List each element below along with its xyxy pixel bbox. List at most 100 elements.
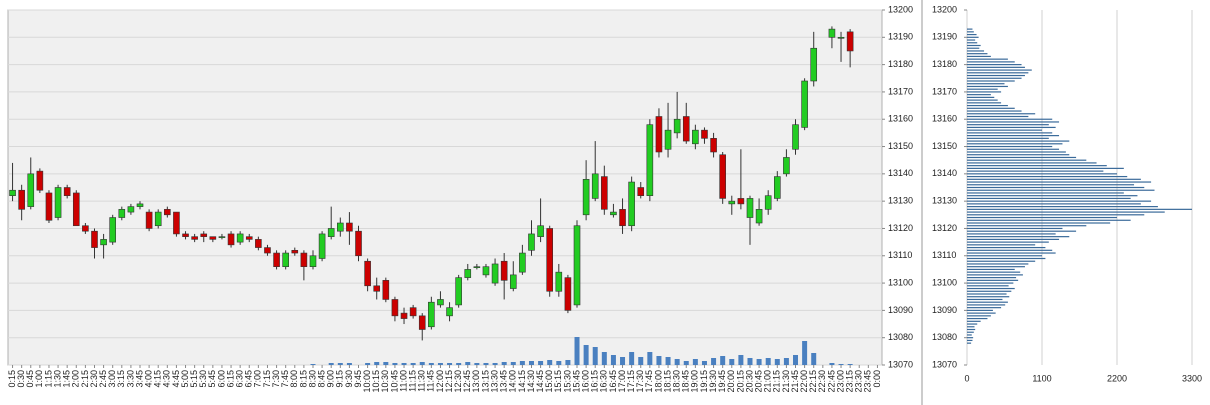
candle-body bbox=[774, 176, 781, 199]
x-tick-label: 18:00 bbox=[653, 370, 663, 393]
volume-bar bbox=[538, 361, 544, 365]
profile-bar bbox=[967, 257, 1046, 260]
volume-bar bbox=[310, 364, 316, 365]
profile-bar bbox=[967, 206, 1158, 208]
candle-body bbox=[537, 225, 544, 237]
x-tick-label: 23:15 bbox=[845, 370, 855, 393]
y-tick-label: 13200 bbox=[932, 4, 957, 14]
candle-body bbox=[437, 299, 444, 306]
volume-bar bbox=[519, 361, 525, 365]
x-tick-label: 19:30 bbox=[708, 370, 718, 393]
profile-bar bbox=[967, 342, 972, 344]
profile-bar bbox=[967, 181, 1152, 183]
profile-bar bbox=[967, 317, 988, 320]
x-tick-label: 16:30 bbox=[599, 370, 609, 393]
candle-body bbox=[491, 263, 499, 284]
y-tick-label: 13180 bbox=[932, 59, 957, 69]
x-tick-label: 22:00 bbox=[799, 370, 809, 393]
profile-bar bbox=[967, 113, 1036, 115]
y-tick-label: 13190 bbox=[932, 32, 957, 42]
x-tick-label: 22:45 bbox=[826, 370, 836, 393]
candle-body bbox=[218, 236, 226, 238]
x-tick-label: 14:45 bbox=[535, 370, 545, 393]
volume-bar bbox=[374, 362, 380, 365]
volume-bar bbox=[528, 361, 534, 365]
profile-bar bbox=[967, 290, 1012, 292]
candle-body bbox=[382, 280, 390, 300]
profile-bar bbox=[967, 249, 1053, 251]
profile-bar bbox=[967, 246, 1046, 249]
x-tick-label: 5:15 bbox=[189, 370, 199, 388]
profile-bar bbox=[967, 238, 1060, 240]
profile-bar bbox=[967, 334, 972, 336]
x-tick-label: 6:30 bbox=[235, 370, 245, 388]
profile-bar bbox=[967, 140, 1070, 142]
profile-bar bbox=[967, 53, 988, 55]
y-tick-label: 13090 bbox=[888, 305, 913, 315]
candle-body bbox=[63, 187, 71, 196]
profile-bar bbox=[967, 64, 1022, 66]
profile-bar bbox=[967, 331, 974, 333]
x-tick-label: 9:30 bbox=[344, 370, 354, 388]
candle-body bbox=[628, 181, 635, 227]
x-tick-label: 2200 bbox=[1107, 373, 1127, 383]
volume-bar bbox=[328, 363, 334, 365]
candle-body bbox=[273, 252, 280, 267]
x-tick-label: 20:45 bbox=[753, 370, 763, 393]
candle-body bbox=[637, 187, 645, 196]
volume-bar bbox=[510, 362, 516, 365]
x-tick-label: 14:15 bbox=[517, 370, 527, 393]
candle-body bbox=[573, 225, 581, 306]
volume-bar bbox=[747, 358, 753, 365]
x-tick-label: 3:45 bbox=[134, 370, 144, 388]
x-tick-label: 15:45 bbox=[571, 370, 581, 393]
y-tick-label: 13160 bbox=[888, 114, 913, 124]
volume-bar bbox=[474, 363, 480, 365]
candle-body bbox=[318, 233, 326, 259]
candle-body bbox=[719, 154, 726, 199]
profile-bar bbox=[967, 200, 1152, 202]
y-tick-label: 13080 bbox=[932, 332, 957, 342]
candle-body bbox=[764, 195, 772, 210]
x-tick-label: 16:00 bbox=[580, 370, 590, 393]
volume-bar bbox=[447, 363, 453, 365]
volume-bar bbox=[419, 362, 425, 365]
candle-body bbox=[810, 47, 818, 82]
candle-body bbox=[255, 239, 262, 248]
volume-bar bbox=[492, 363, 498, 365]
profile-bar bbox=[967, 129, 1042, 131]
profile-bar bbox=[967, 227, 1063, 230]
volume-bar bbox=[729, 359, 735, 365]
y-tick-label: 13070 bbox=[932, 359, 957, 369]
profile-bar bbox=[967, 279, 1019, 281]
x-tick-label: 4:45 bbox=[171, 370, 181, 388]
x-tick-label: 1100 bbox=[1032, 373, 1051, 383]
y-tick-label: 13150 bbox=[932, 141, 957, 151]
volume-bar bbox=[383, 362, 389, 365]
x-tick-label: 18:30 bbox=[672, 370, 682, 393]
profile-bar bbox=[967, 165, 1107, 167]
volume-bar bbox=[774, 359, 780, 365]
candle-body bbox=[9, 189, 16, 196]
volume-bar bbox=[720, 356, 726, 365]
x-tick-label: 23:00 bbox=[835, 370, 845, 393]
candle-body bbox=[564, 277, 572, 311]
x-tick-label: 20:00 bbox=[726, 370, 736, 393]
x-tick-label: 4:00 bbox=[143, 370, 153, 388]
candle-body bbox=[846, 31, 854, 52]
candle-body bbox=[373, 285, 381, 292]
x-tick-label: 8:45 bbox=[316, 370, 326, 388]
profile-bar bbox=[967, 47, 980, 49]
profile-bar bbox=[967, 189, 1155, 191]
profile-bar bbox=[967, 211, 1165, 213]
profile-bar bbox=[967, 145, 1053, 148]
x-tick-label: 15:15 bbox=[553, 370, 563, 393]
x-tick-label: 7:15 bbox=[262, 370, 272, 388]
profile-bar bbox=[967, 135, 1060, 137]
x-tick-label: 7:00 bbox=[253, 370, 263, 388]
x-tick-label: 0:00 bbox=[872, 370, 882, 388]
profile-bar bbox=[967, 55, 991, 58]
x-tick-label: 8:00 bbox=[289, 370, 299, 388]
x-tick-label: 12:00 bbox=[435, 370, 445, 393]
profile-bar bbox=[967, 301, 1008, 303]
